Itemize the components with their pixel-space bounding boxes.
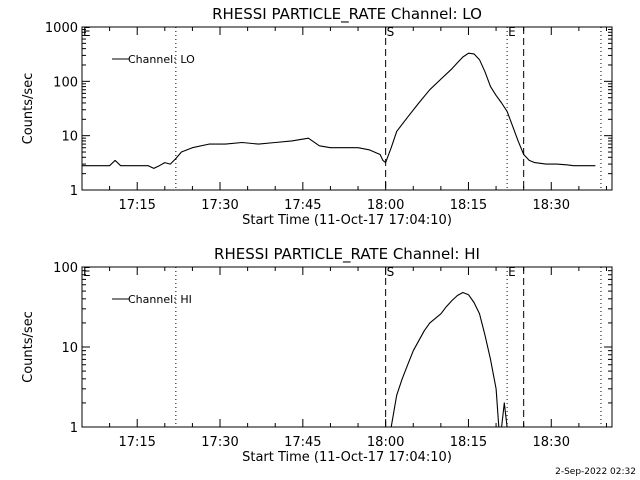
x-tick-label: 18:15 (450, 198, 487, 213)
x-tick-label: 18:15 (450, 435, 487, 450)
plot-frame (81, 266, 613, 428)
y-axis-label: Counts/sec (21, 73, 36, 145)
x-tick-label: 18:00 (367, 435, 404, 450)
legend-label: Channel: LO (128, 53, 195, 66)
y-tick-label: 1000 (45, 21, 78, 36)
x-tick-label: 17:30 (201, 435, 238, 450)
y-tick-label: 1 (70, 184, 78, 199)
event-marker-label: S (387, 25, 395, 39)
event-marker-label: E (508, 265, 516, 279)
chart-title: RHESSI PARTICLE_RATE Channel: LO (212, 5, 482, 24)
x-axis-label: Start Time (11-Oct-17 17:04:10) (242, 213, 452, 228)
x-tick-label: 18:00 (367, 198, 404, 213)
event-marker-label: S (387, 265, 395, 279)
chart-title: RHESSI PARTICLE_RATE Channel: HI (214, 245, 480, 264)
series-line (82, 52, 596, 169)
x-tick-label: 17:15 (118, 435, 155, 450)
x-tick-label: 18:30 (533, 435, 570, 450)
y-tick-label: 100 (53, 75, 78, 90)
lo-channel-panel: RHESSI PARTICLE_RATE Channel: LO 17:15 17:… (21, 5, 613, 228)
x-axis-label: Start Time (11-Oct-17 17:04:10) (242, 450, 452, 465)
y-tick-label: 10 (61, 341, 78, 356)
legend-label: Channel: HI (128, 293, 192, 306)
hi-channel-panel: RHESSI PARTICLE_RATE Channel: HI 17:15 17:… (21, 245, 613, 465)
event-marker-label: E (508, 25, 516, 39)
x-tick-label: 17:15 (118, 198, 155, 213)
x-tick-label: 17:30 (201, 198, 238, 213)
y-tick-label: 100 (53, 261, 78, 276)
event-marker-label: E (83, 25, 91, 39)
series-line (390, 291, 508, 428)
x-tick-label: 17:45 (284, 198, 321, 213)
x-tick-label: 18:30 (533, 198, 570, 213)
y-tick-label: 1 (70, 421, 78, 436)
y-axis-label: Counts/sec (21, 311, 36, 383)
plot-frame (81, 26, 613, 191)
plot-timestamp: 2-Sep-2022 02:32 (555, 467, 636, 477)
y-tick-label: 10 (61, 130, 78, 145)
event-marker-label: E (83, 265, 91, 279)
x-tick-label: 17:45 (284, 435, 321, 450)
